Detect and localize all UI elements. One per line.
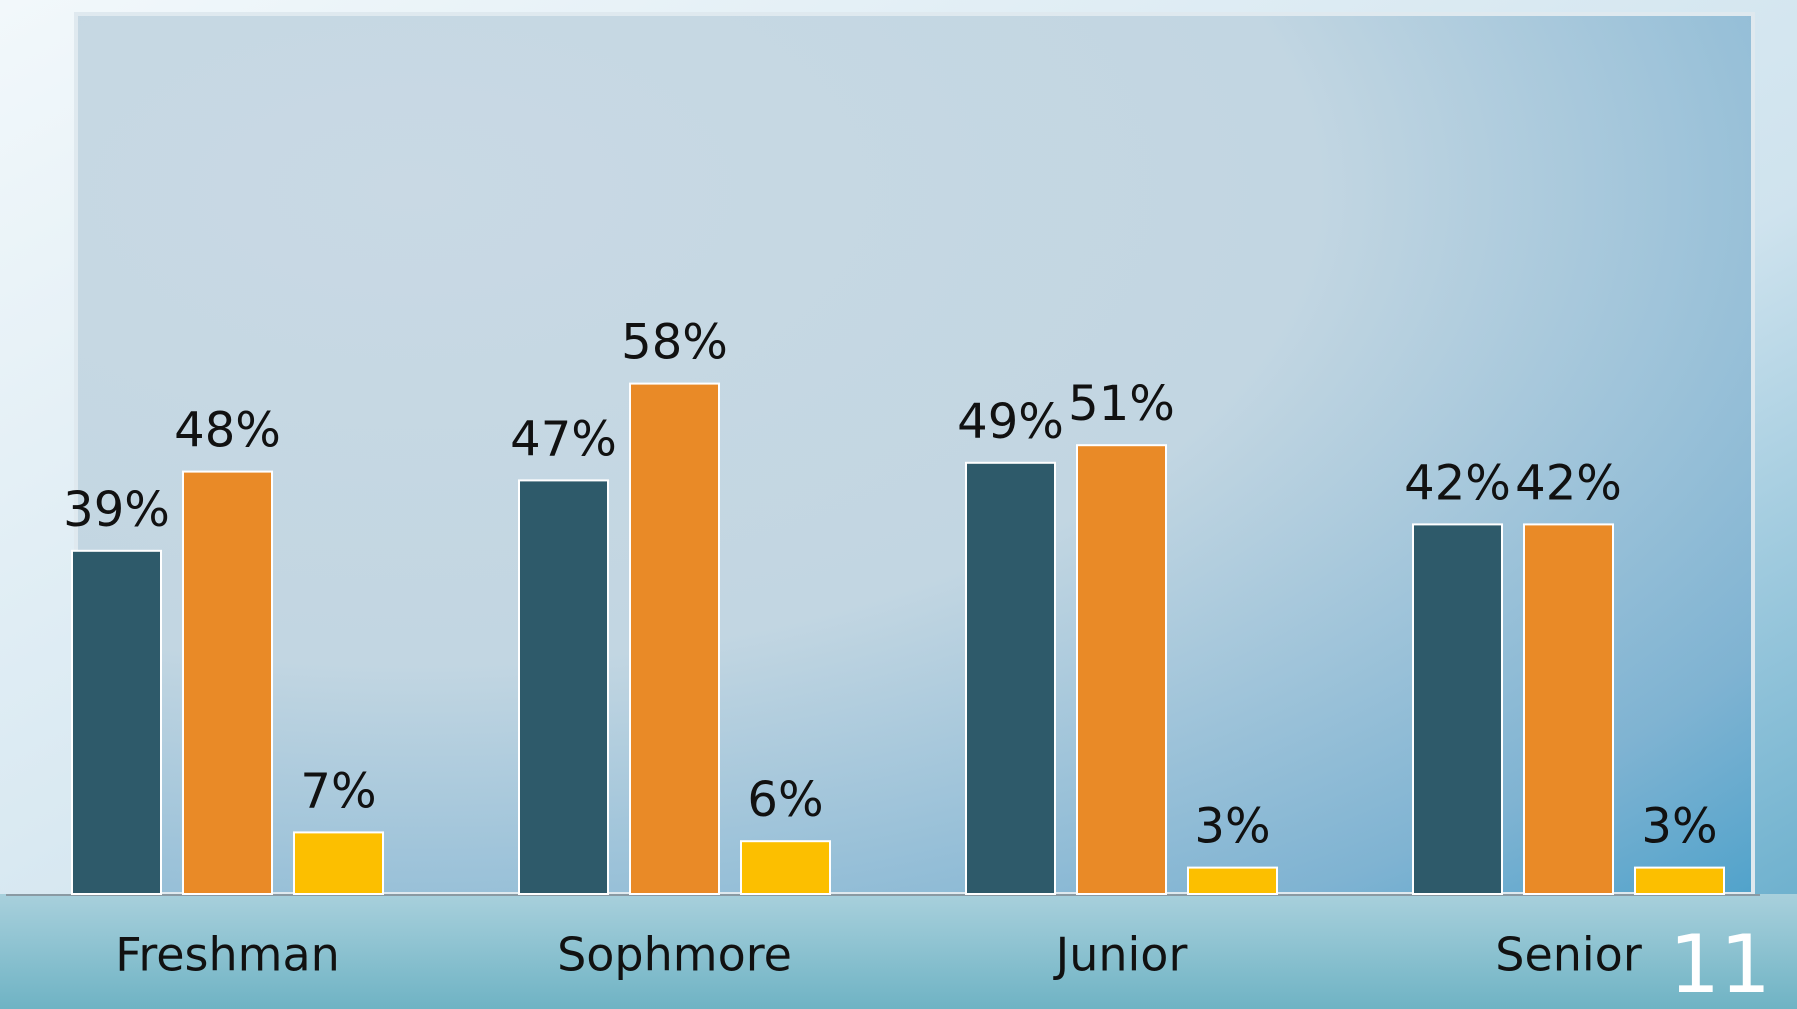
bar	[1076, 444, 1167, 895]
data-label: 39%	[63, 482, 170, 538]
data-label: 7%	[300, 763, 376, 819]
data-label: 42%	[1515, 455, 1622, 511]
x-tick-label: Freshman	[115, 928, 340, 982]
page-number: 11	[1669, 918, 1771, 1009]
bar	[740, 840, 831, 896]
data-label: 49%	[957, 394, 1064, 450]
x-tick-label: Senior	[1495, 928, 1642, 982]
bar	[71, 549, 162, 895]
bar	[518, 479, 609, 895]
bar	[1523, 523, 1614, 896]
data-label: 58%	[621, 315, 728, 371]
floor	[0, 894, 1797, 1009]
bar	[1412, 523, 1503, 896]
x-tick-label: Sophmore	[557, 928, 792, 982]
bar	[182, 470, 273, 895]
bar	[1187, 866, 1278, 895]
bar	[965, 461, 1056, 895]
data-label: 47%	[510, 411, 617, 467]
bar	[1634, 866, 1725, 895]
data-label: 6%	[747, 772, 823, 828]
data-label: 3%	[1641, 799, 1717, 855]
x-tick-label: Junior	[1053, 928, 1188, 982]
data-label: 3%	[1194, 799, 1270, 855]
data-label: 42%	[1404, 455, 1511, 511]
data-label: 51%	[1068, 376, 1175, 432]
bar	[293, 831, 384, 896]
data-label: 48%	[174, 403, 281, 459]
bar	[629, 382, 720, 895]
